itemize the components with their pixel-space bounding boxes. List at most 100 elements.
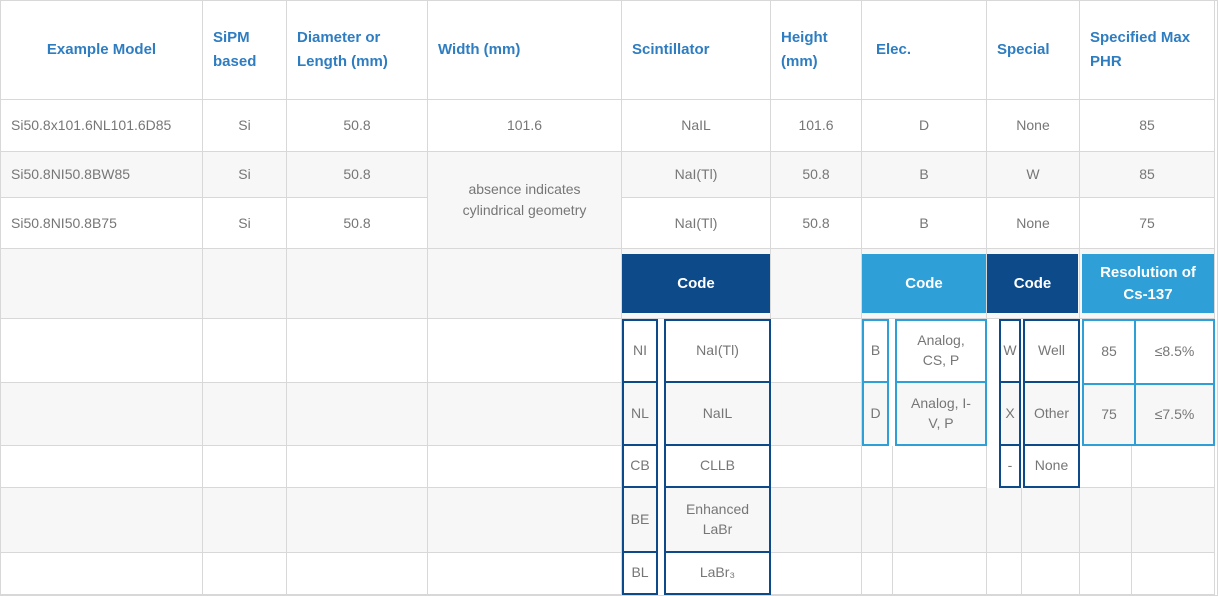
elec-code-header: Code [862, 254, 986, 313]
phr-legend: 85 ≤8.5% 75 ≤7.5% [1082, 319, 1215, 446]
empty-cell [771, 488, 862, 553]
legend-code: 75 [1084, 383, 1134, 444]
legend-label: NaI(Tl) [666, 321, 769, 383]
cell-scintillator: NaI(Tl) [622, 198, 771, 249]
cell-height: 50.8 [771, 152, 862, 198]
legend-label: Other [1025, 383, 1078, 446]
empty-cell [771, 249, 862, 319]
empty-cell [203, 383, 287, 446]
cell-scintillator: NaIL [622, 100, 771, 152]
empty-cell [1022, 553, 1080, 595]
empty-cell [987, 488, 1022, 553]
cell-width-note: absence indicates cylindrical geometry [428, 152, 622, 249]
legend-code: B [864, 321, 887, 383]
cell-height: 101.6 [771, 100, 862, 152]
col-header-sipm-based: SiPM based [203, 1, 287, 100]
empty-cell [893, 446, 987, 488]
empty-cell [1132, 488, 1215, 553]
empty-cell [287, 553, 428, 595]
empty-cell [862, 446, 893, 488]
empty-cell [1, 553, 203, 595]
cell-special: None [987, 100, 1080, 152]
legend-label: ≤8.5% [1134, 321, 1213, 383]
cell-diameter: 50.8 [287, 152, 428, 198]
legend-code: D [864, 383, 887, 444]
cell-sipm: Si [203, 152, 287, 198]
legend-label: CLLB [666, 446, 769, 488]
special-legend-labels: Well Other None [1023, 319, 1080, 488]
col-header-height: Height (mm) [771, 1, 862, 100]
legend-label: Analog, CS, P [897, 321, 985, 383]
empty-cell [1, 383, 203, 446]
empty-cell [771, 319, 862, 383]
legend-code: CB [624, 446, 656, 488]
cell-special: None [987, 198, 1080, 249]
cell-width: 101.6 [428, 100, 622, 152]
special-legend-codes: W X - [999, 319, 1021, 488]
empty-cell [203, 446, 287, 488]
scintillator-code-header-cell: Code [622, 249, 771, 319]
empty-cell [1080, 488, 1132, 553]
empty-cell [203, 488, 287, 553]
legend-code: X [1001, 383, 1019, 446]
empty-cell [287, 446, 428, 488]
legend-label: NaIL [666, 383, 769, 446]
empty-cell [287, 383, 428, 446]
cell-model: Si50.8NI50.8BW85 [1, 152, 203, 198]
col-header-example-model: Example Model [1, 1, 203, 100]
empty-cell [1132, 553, 1215, 595]
empty-cell [1080, 553, 1132, 595]
elec-code-header-cell: Code [862, 249, 987, 319]
phr-resolution-header-cell: Resolution of Cs-137 [1080, 249, 1215, 319]
cell-phr: 85 [1080, 152, 1215, 198]
empty-cell [893, 488, 987, 553]
legend-code: W [1001, 321, 1019, 383]
empty-cell [1022, 488, 1080, 553]
empty-cell [1, 249, 203, 319]
special-code-header-cell: Code [987, 249, 1080, 319]
empty-cell [1, 488, 203, 553]
cell-elec: B [862, 152, 987, 198]
legend-label: Enhanced LaBr [666, 488, 769, 553]
empty-cell [1132, 446, 1215, 488]
legend-label: Well [1025, 321, 1078, 383]
col-header-elec: Elec. [862, 1, 987, 100]
legend-label: ≤7.5% [1134, 383, 1213, 444]
empty-cell [428, 446, 622, 488]
col-header-specified-max-phr: Specified Max PHR [1080, 1, 1215, 100]
empty-cell [428, 249, 622, 319]
empty-cell [428, 553, 622, 595]
cell-elec: B [862, 198, 987, 249]
cell-sipm: Si [203, 198, 287, 249]
empty-cell [987, 553, 1022, 595]
empty-cell [203, 319, 287, 383]
legend-code: 85 [1084, 321, 1134, 383]
empty-cell [428, 319, 622, 383]
empty-cell [428, 488, 622, 553]
legend-label: LaBr₃ [666, 553, 769, 593]
empty-cell [203, 553, 287, 595]
empty-cell [771, 383, 862, 446]
elec-legend-labels: Analog, CS, P Analog, I-V, P [895, 319, 987, 446]
scintillator-legend-labels: NaI(Tl) NaIL CLLB Enhanced LaBr LaBr₃ [664, 319, 771, 595]
cell-phr: 75 [1080, 198, 1215, 249]
scintillator-legend-codes: NI NL CB BE BL [622, 319, 658, 595]
empty-cell [771, 446, 862, 488]
empty-cell [287, 488, 428, 553]
empty-cell [428, 383, 622, 446]
legend-code: NI [624, 321, 656, 383]
cell-elec: D [862, 100, 987, 152]
cell-diameter: 50.8 [287, 100, 428, 152]
cell-diameter: 50.8 [287, 198, 428, 249]
legend-code: NL [624, 383, 656, 446]
legend-code: - [1001, 446, 1019, 486]
legend-code: BE [624, 488, 656, 553]
empty-cell [862, 553, 893, 595]
empty-cell [203, 249, 287, 319]
phr-resolution-header: Resolution of Cs-137 [1082, 254, 1214, 313]
special-code-header: Code [987, 254, 1078, 313]
legend-label: Analog, I-V, P [897, 383, 985, 444]
col-header-scintillator: Scintillator [622, 1, 771, 100]
col-header-special: Special [987, 1, 1080, 100]
